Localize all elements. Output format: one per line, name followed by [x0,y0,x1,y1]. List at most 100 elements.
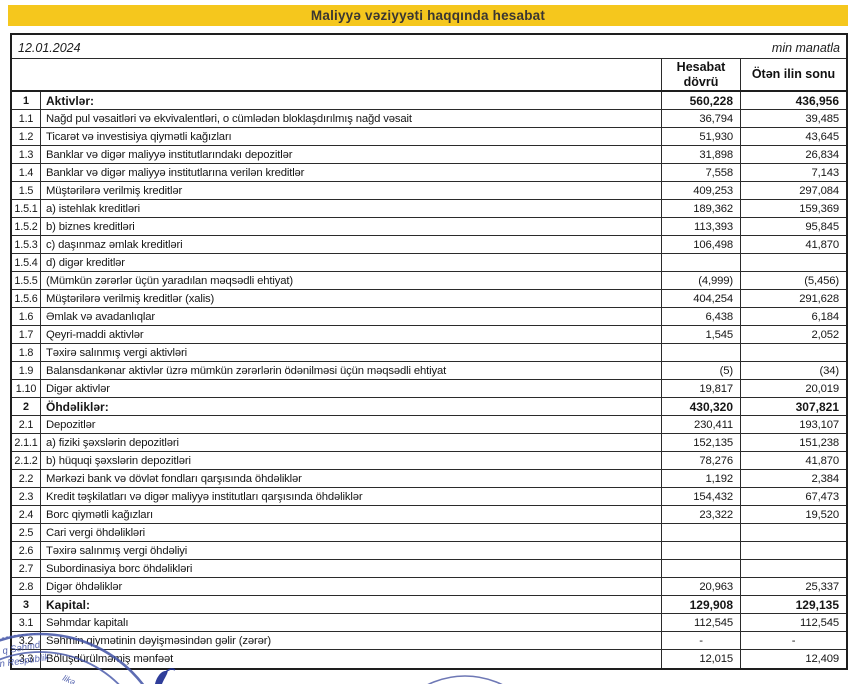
row-number: 1.2 [12,128,41,145]
table-row: 1.4 Banklar və digər maliyyə institutları… [12,164,846,182]
row-number: 1.9 [12,362,41,379]
row-label: b) hüquqi şəxslərin depozitləri [46,454,191,467]
row-number: 1.4 [12,164,41,181]
row-number: 1.5.5 [12,272,41,289]
value-current: 560,228 [661,92,740,109]
table-row: 2.1.2 b) hüquqi şəxslərin depozitləri 78,2… [12,452,846,470]
row-label: Banklar və digər maliyyə institutlarına … [46,166,305,179]
value-current: 152,135 [661,434,740,451]
row-label: Aktivlər: [46,93,95,108]
table-row: 3.3 Bölüşdürülməmiş mənfəət 12,015 12,409 [12,650,846,668]
value-previous: 159,369 [740,200,846,217]
value-current: 7,558 [661,164,740,181]
value-current: 12,015 [661,650,740,668]
header-spacer [12,59,661,90]
value-previous [740,254,846,271]
table-row: 1 Aktivlər: 560,228 436,956 [12,92,846,110]
value-previous: 436,956 [740,92,846,109]
table-row: 1.7 Qeyri-maddi aktivlər 1,545 2,052 [12,326,846,344]
value-current [661,560,740,577]
row-label: Öhdəliklər: [46,399,109,414]
table-row: 1.9 Balansdankənar aktivlər üzrə mümkün z… [12,362,846,380]
row-number: 2.1.2 [12,452,41,469]
value-current: 23,322 [661,506,740,523]
row-label: a) fiziki şəxslərin depozitləri [46,436,179,449]
value-current: 404,254 [661,290,740,307]
row-label: Cari vergi öhdəlikləri [46,526,146,539]
row-label: d) digər kreditlər [46,256,125,269]
table-row: 2 Öhdəliklər: 430,320 307,821 [12,398,846,416]
table-row: 3 Kapital: 129,908 129,135 [12,596,846,614]
table-meta-row: 12.01.2024 min manatla [12,35,846,60]
row-number: 3.2 [12,632,41,649]
table-row: 2.6 Təxirə salınmış vergi öhdəliyi [12,542,846,560]
row-label: b) biznes kreditləri [46,220,135,233]
value-current: 129,908 [661,596,740,613]
value-current [661,542,740,559]
value-previous [740,560,846,577]
value-previous: 6,184 [740,308,846,325]
value-previous: 151,238 [740,434,846,451]
value-current: 430,320 [661,398,740,415]
value-previous: (5,456) [740,272,846,289]
row-label: Təxirə salınmış vergi öhdəliyi [46,544,188,557]
value-previous [740,344,846,361]
row-label: Mərkəzi bank və dövlət fondları qarşısın… [46,472,302,485]
table-row: 2.5 Cari vergi öhdəlikləri [12,524,846,542]
row-number: 2.6 [12,542,41,559]
value-previous: 41,870 [740,452,846,469]
value-previous: 2,052 [740,326,846,343]
value-previous [740,524,846,541]
value-current: 78,276 [661,452,740,469]
row-label: Digər aktivlər [46,382,110,395]
row-label: Səhmdar kapitalı [46,616,129,629]
table-row: 1.5.1 a) istehlak kreditləri 189,362 159,36… [12,200,846,218]
col-header-hesabat-dovru: Hesabat dövrü [661,59,740,90]
row-label: Müştərilərə verilmiş kreditlər [46,184,183,197]
value-current: 20,963 [661,578,740,595]
value-previous: 39,485 [740,110,846,127]
value-current [661,524,740,541]
row-number: 2.4 [12,506,41,523]
value-previous: 41,870 [740,236,846,253]
row-label: (Mümkün zərərlər üçün yaradılan məqsədli… [46,274,293,287]
row-number: 2.3 [12,488,41,505]
row-label: Qeyri-maddi aktivlər [46,328,144,341]
value-previous: 19,520 [740,506,846,523]
value-previous: 7,143 [740,164,846,181]
table-row: 1.3 Banklar və digər maliyyə institutları… [12,146,846,164]
row-number: 1 [12,92,41,109]
row-label: Nağd pul vəsaitləri və ekvivalentləri, o… [46,112,412,125]
value-previous: 43,645 [740,128,846,145]
table-row: 1.5 Müştərilərə verilmiş kreditlər 409,253… [12,182,846,200]
value-previous: - [740,632,846,649]
row-label: Ticarət və investisiya qiymətli kağızlar… [46,130,232,143]
table-row: 1.5.5 (Mümkün zərərlər üçün yaradılan məq… [12,272,846,290]
value-current: 19,817 [661,380,740,397]
row-number: 2.8 [12,578,41,595]
table-row: 2.8 Digər öhdəliklər 20,963 25,337 [12,578,846,596]
row-number: 2.2 [12,470,41,487]
table-row: 2.2 Mərkəzi bank və dövlət fondları qarşı… [12,470,846,488]
value-current: (5) [661,362,740,379]
col-header-oten-ilin-sonu: Ötən ilin sonu [740,59,846,90]
row-number: 1.1 [12,110,41,127]
table-row: 1.6 Əmlak və avadanlıqlar 6,438 6,184 [12,308,846,326]
row-label: Digər öhdəliklər [46,580,123,593]
value-previous [740,542,846,559]
row-number: 1.3 [12,146,41,163]
report-title: Maliyyə vəziyyəti haqqında hesabat [310,8,546,23]
value-current: 106,498 [661,236,740,253]
table-row: 1.5.3 c) daşınmaz əmlak kreditləri 106,498… [12,236,846,254]
table-row: 1.1 Nağd pul vəsaitləri və ekvivalentləri… [12,110,846,128]
row-number: 1.5.4 [12,254,41,271]
value-current: 36,794 [661,110,740,127]
row-number: 1.7 [12,326,41,343]
row-number: 1.5 [12,182,41,199]
row-number: 2.1.1 [12,434,41,451]
table-row: 3.2 Səhmin qiymətinin dəyişməsindən gəlir… [12,632,846,650]
value-previous: 67,473 [740,488,846,505]
table-row: 2.4 Borc qiymətli kağızları 23,322 19,520 [12,506,846,524]
row-number: 1.5.1 [12,200,41,217]
